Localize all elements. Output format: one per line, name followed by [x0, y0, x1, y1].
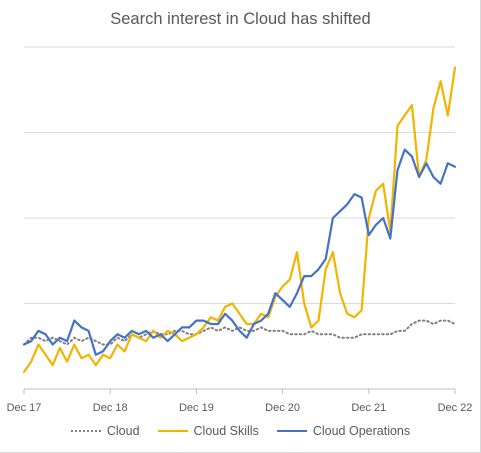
legend-swatch-cloud: [70, 430, 101, 432]
legend-label-cloud: Cloud: [106, 424, 140, 438]
gridlines: [24, 46, 455, 304]
legend-item-cloud-operations: Cloud Operations: [276, 424, 411, 438]
x-tick-label-5: Dec 22: [438, 402, 473, 414]
chart-title: Search interest in Cloud has shifted: [110, 10, 371, 28]
legend-swatch-cloud-operations: [276, 430, 307, 432]
x-tick-label-2: Dec 19: [179, 402, 214, 414]
x-tick-label-4: Dec 21: [351, 402, 386, 414]
legend: Cloud Cloud Skills Cloud Operations: [0, 424, 480, 438]
x-tick-label-3: Dec 20: [265, 402, 300, 414]
legend-label-cloud-skills: Cloud Skills: [193, 424, 259, 438]
series-line-cloud-operations: [22, 148, 457, 356]
x-tick-label-1: Dec 18: [93, 402, 128, 414]
series-line-cloud-skills: [22, 66, 457, 373]
series-line-cloud: [23, 319, 456, 346]
legend-label-cloud-operations: Cloud Operations: [312, 424, 411, 438]
x-tick-label-0: Dec 17: [7, 402, 42, 414]
legend-swatch-cloud-skills: [157, 430, 188, 432]
legend-item-cloud: Cloud: [70, 424, 140, 438]
x-axis: Dec 17 Dec 18 Dec 19 Dec 20 Dec 21 Dec 22: [7, 388, 473, 414]
legend-item-cloud-skills: Cloud Skills: [157, 424, 259, 438]
series-lines: [22, 66, 457, 373]
